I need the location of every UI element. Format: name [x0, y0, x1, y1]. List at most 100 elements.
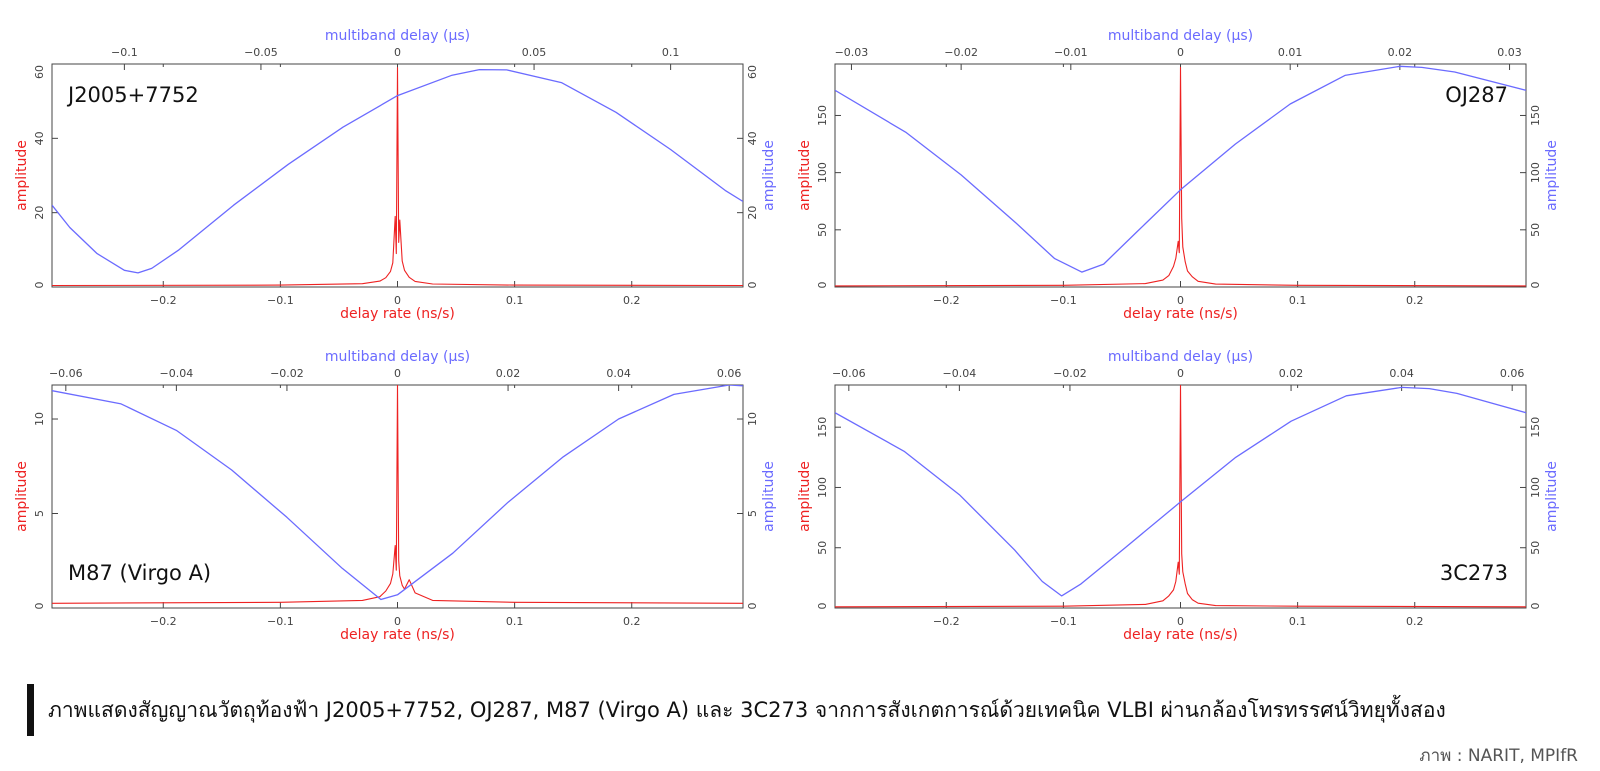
- delay-rate-series-line: [52, 385, 743, 604]
- x2-tick-label: −0.02: [944, 46, 978, 59]
- x-tick-label: 0: [1177, 615, 1184, 628]
- x-tick-label: 0.2: [623, 294, 641, 307]
- x2-tick-label: −0.04: [160, 367, 194, 380]
- x2-tick-label: −0.04: [943, 367, 977, 380]
- y-tick-label: 10: [33, 412, 46, 426]
- y-tick-label: 0: [816, 282, 829, 289]
- delay-rate-series-line: [52, 67, 743, 287]
- figure-caption: ภาพแสดงสัญญาณวัตถุท้องฟ้า J2005+7752, OJ…: [48, 698, 1446, 722]
- y-tick-label: 20: [33, 206, 46, 220]
- x-tick-label: −0.1: [1050, 294, 1077, 307]
- x-tick-label: −0.2: [150, 615, 177, 628]
- y-tick-label: 0: [33, 282, 46, 289]
- image-credit: ภาพ : NARIT, MPIfR: [1419, 746, 1578, 766]
- delay-rate-series-line: [835, 385, 1526, 608]
- x2-tick-label: 0.02: [1388, 46, 1413, 59]
- y2-axis-label: amplitude: [761, 461, 777, 532]
- x-tick-label: −0.2: [933, 294, 960, 307]
- y-tick-label: 0: [33, 603, 46, 610]
- source-name-label: OJ287: [1445, 83, 1508, 107]
- x2-tick-label: −0.05: [244, 46, 278, 59]
- x2-tick-label: 0.03: [1497, 46, 1522, 59]
- x2-tick-label: 0.06: [1500, 367, 1525, 380]
- y-tick-label: 150: [816, 105, 829, 126]
- chart-panel-4: −0.2 −0.1 0 0.1 0.2 −0.06 −0.04 −0.02 0 0.02 0.04 0…: [797, 349, 1560, 643]
- y-axis-label: amplitude: [14, 140, 30, 211]
- x-tick-label: 0.2: [1406, 294, 1424, 307]
- y-tick-label: 40: [33, 131, 46, 145]
- x-tick-label: −0.1: [267, 294, 294, 307]
- y2-axis-label: amplitude: [1544, 461, 1560, 532]
- x-tick-label: 0.1: [506, 615, 524, 628]
- y-tick-label: 5: [33, 510, 46, 517]
- x2-tick-label: −0.01: [1054, 46, 1088, 59]
- y-tick-label: 50: [816, 541, 829, 555]
- x2-tick-label: 0.1: [662, 46, 680, 59]
- x2-tick-label: −0.06: [49, 367, 83, 380]
- x-tick-label: −0.2: [933, 615, 960, 628]
- chart-panel-3: −0.2 −0.1 0 0.1 0.2 −0.06 −0.04 −0.02 0 0.02 0.04 0…: [14, 349, 777, 643]
- source-name-label: J2005+7752: [66, 83, 199, 107]
- y-axis-label: amplitude: [797, 140, 813, 211]
- multiband-delay-series-line: [835, 65, 1526, 273]
- y2-axis-label: amplitude: [761, 140, 777, 211]
- y2-tick-label: 0: [1529, 603, 1542, 610]
- multiband-delay-series-line: [52, 385, 743, 601]
- x2-tick-label: −0.06: [832, 367, 866, 380]
- x-axis-label: delay rate (ns/s): [1123, 306, 1238, 322]
- y-axis-label: amplitude: [797, 461, 813, 532]
- x-tick-label: −0.1: [1050, 615, 1077, 628]
- x2-tick-label: 0: [394, 367, 401, 380]
- y2-tick-label: 0: [1529, 282, 1542, 289]
- x2-tick-label: 0: [1177, 46, 1184, 59]
- x2-axis-label: multiband delay (μs): [325, 349, 470, 365]
- x2-tick-label: −0.1: [111, 46, 138, 59]
- figure-area: −0.2 −0.1 0 0.1 0.2 −0.1 −0.05 0 0.05 0.1 0 0 20 20 40…: [14, 28, 1560, 643]
- chart-panel-1: −0.2 −0.1 0 0.1 0.2 −0.1 −0.05 0 0.05 0.1 0 0 20 20 40…: [14, 28, 777, 322]
- y2-tick-label: 0: [746, 603, 759, 610]
- x-tick-label: 0: [394, 294, 401, 307]
- x2-axis-label: multiband delay (μs): [1108, 28, 1253, 44]
- source-name-label: 3C273: [1440, 561, 1508, 585]
- y2-tick-label: 60: [746, 65, 759, 79]
- y-axis-label: amplitude: [14, 461, 30, 532]
- y2-tick-label: 40: [746, 131, 759, 145]
- x-tick-label: 0.1: [1289, 294, 1307, 307]
- y-tick-label: 100: [816, 162, 829, 183]
- x-tick-label: −0.1: [267, 615, 294, 628]
- x-axis-label: delay rate (ns/s): [1123, 627, 1238, 643]
- y2-tick-label: 150: [1529, 417, 1542, 438]
- chart-panel-2: −0.2 −0.1 0 0.1 0.2 −0.03 −0.02 −0.01 0 0.01 0.02 0…: [797, 28, 1560, 322]
- y-tick-label: 50: [816, 223, 829, 237]
- x2-tick-label: 0: [1177, 367, 1184, 380]
- x2-axis-label: multiband delay (μs): [325, 28, 470, 44]
- y-tick-label: 0: [816, 603, 829, 610]
- multiband-delay-series-line: [835, 386, 1526, 597]
- x2-tick-label: 0.04: [606, 367, 631, 380]
- x-tick-label: 0: [394, 615, 401, 628]
- x2-axis-label: multiband delay (μs): [1108, 349, 1253, 365]
- x-tick-label: 0.2: [1406, 615, 1424, 628]
- x2-tick-label: 0.06: [717, 367, 742, 380]
- y-tick-label: 150: [816, 417, 829, 438]
- source-name-label: M87 (Virgo A): [68, 561, 211, 585]
- y2-tick-label: 50: [1529, 223, 1542, 237]
- y2-tick-label: 100: [1529, 162, 1542, 183]
- x2-tick-label: 0: [394, 46, 401, 59]
- x2-tick-label: 0.05: [522, 46, 547, 59]
- y-tick-label: 100: [816, 477, 829, 498]
- y2-tick-label: 100: [1529, 477, 1542, 498]
- x2-tick-label: 0.02: [496, 367, 521, 380]
- x-tick-label: −0.2: [150, 294, 177, 307]
- y2-tick-label: 50: [1529, 541, 1542, 555]
- y2-tick-label: 150: [1529, 105, 1542, 126]
- multiband-delay-series-line: [52, 68, 743, 274]
- caption-accent-bar: [27, 684, 34, 736]
- y2-tick-label: 10: [746, 412, 759, 426]
- x2-tick-label: 0.02: [1279, 367, 1304, 380]
- y2-axis-label: amplitude: [1544, 140, 1560, 211]
- x2-tick-label: −0.02: [1053, 367, 1087, 380]
- y2-tick-label: 20: [746, 206, 759, 220]
- x2-tick-label: 0.04: [1389, 367, 1414, 380]
- x2-tick-label: −0.03: [835, 46, 869, 59]
